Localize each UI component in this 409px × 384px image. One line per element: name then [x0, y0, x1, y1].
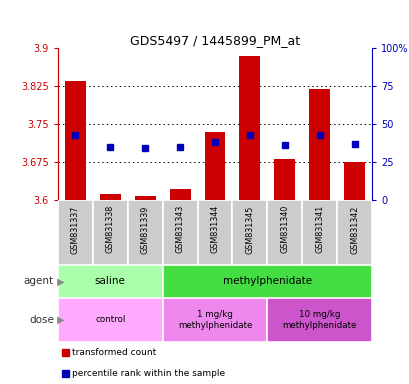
Bar [308, 89, 329, 200]
FancyBboxPatch shape [197, 200, 232, 265]
Text: control: control [95, 316, 125, 324]
Text: dose: dose [29, 315, 54, 325]
Bar [239, 56, 260, 200]
Bar [343, 162, 364, 200]
Text: GSM831337: GSM831337 [71, 205, 80, 253]
Text: percentile rank within the sample: percentile rank within the sample [72, 369, 225, 378]
FancyBboxPatch shape [93, 200, 128, 265]
FancyBboxPatch shape [58, 298, 162, 342]
Bar [65, 81, 86, 200]
Text: methylphenidate: methylphenidate [222, 276, 311, 286]
Text: GSM831340: GSM831340 [280, 205, 289, 253]
Bar [274, 159, 294, 200]
FancyBboxPatch shape [58, 265, 162, 298]
Text: 10 mg/kg
methylphenidate: 10 mg/kg methylphenidate [282, 310, 356, 330]
Text: transformed count: transformed count [72, 348, 156, 357]
FancyBboxPatch shape [267, 200, 301, 265]
Bar [100, 194, 121, 200]
Title: GDS5497 / 1445899_PM_at: GDS5497 / 1445899_PM_at [130, 34, 299, 47]
Text: 1 mg/kg
methylphenidate: 1 mg/kg methylphenidate [178, 310, 252, 330]
FancyBboxPatch shape [58, 200, 93, 265]
Text: GSM831342: GSM831342 [349, 205, 358, 253]
FancyBboxPatch shape [162, 298, 267, 342]
FancyBboxPatch shape [162, 200, 197, 265]
FancyBboxPatch shape [336, 200, 371, 265]
Text: GSM831344: GSM831344 [210, 205, 219, 253]
FancyBboxPatch shape [232, 200, 267, 265]
Text: GSM831345: GSM831345 [245, 205, 254, 253]
Text: GSM831343: GSM831343 [175, 205, 184, 253]
Bar [204, 132, 225, 200]
Bar [62, 370, 69, 377]
Text: GSM831339: GSM831339 [140, 205, 149, 253]
Text: GSM831341: GSM831341 [315, 205, 324, 253]
FancyBboxPatch shape [301, 200, 336, 265]
Text: GSM831338: GSM831338 [106, 205, 115, 253]
FancyBboxPatch shape [162, 265, 371, 298]
Text: ▶: ▶ [54, 315, 65, 325]
Text: saline: saline [94, 276, 126, 286]
Text: ▶: ▶ [54, 276, 65, 286]
Bar [169, 189, 190, 200]
Text: agent: agent [24, 276, 54, 286]
FancyBboxPatch shape [128, 200, 162, 265]
Bar [135, 196, 155, 200]
FancyBboxPatch shape [267, 298, 371, 342]
Bar [62, 349, 69, 356]
